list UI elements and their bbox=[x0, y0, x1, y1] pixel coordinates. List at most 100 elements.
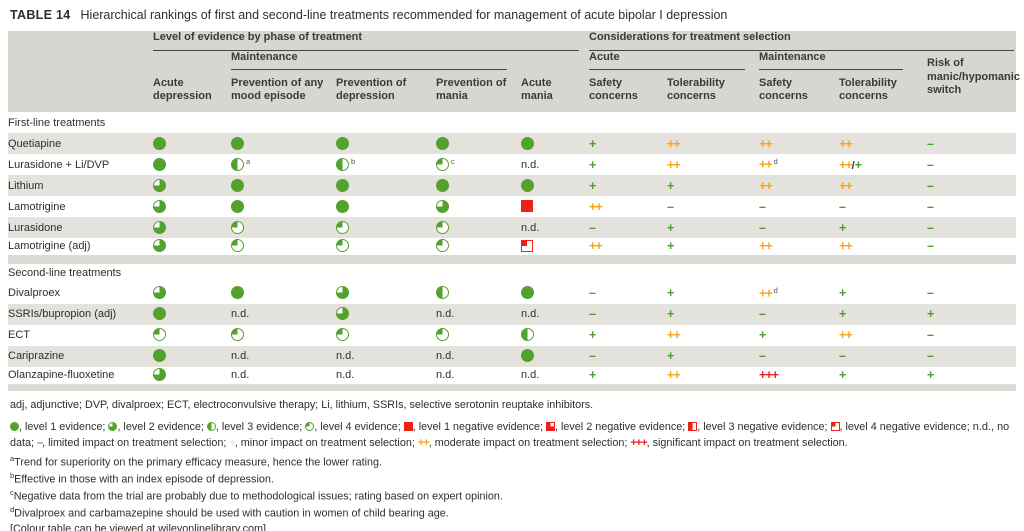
footnote-text: Divalproex and carbamazepine should be u… bbox=[14, 507, 449, 520]
legend-text: , no data; bbox=[10, 421, 1010, 449]
evidence-cell: n.d. bbox=[521, 303, 590, 325]
treatment-name: SSRIs/bupropion (adj) bbox=[8, 303, 153, 325]
consideration-cell: ++ bbox=[667, 367, 759, 388]
no-data-label: n.d. bbox=[231, 308, 250, 320]
no-data-label: n.d. bbox=[521, 308, 540, 320]
impact-symbol: – bbox=[589, 286, 596, 300]
evidence-cell bbox=[153, 283, 231, 304]
legend-text: , level 3 evidence; bbox=[215, 421, 306, 434]
evidence-cell bbox=[231, 217, 336, 238]
legend-text: , level 1 negative evidence; bbox=[412, 421, 546, 434]
consideration-cell: – bbox=[589, 303, 668, 325]
evidence-glyph-l1 bbox=[153, 136, 166, 150]
consideration-cell: ++ bbox=[667, 325, 759, 346]
impact-symbol: – bbox=[759, 220, 766, 235]
impact-symbol: + bbox=[589, 157, 596, 172]
evidence-glyph-l3 bbox=[206, 422, 216, 432]
evidence-cell bbox=[436, 133, 521, 154]
evidence-glyph-l2 bbox=[153, 239, 166, 253]
evidence-glyph-l1 bbox=[521, 178, 534, 192]
consideration-cell: +++ bbox=[759, 367, 839, 388]
impact-symbol: ++ bbox=[839, 136, 853, 151]
evidence-glyph-l1 bbox=[231, 178, 244, 192]
footnote-marker: c bbox=[451, 157, 455, 167]
evidence-glyph-l3 bbox=[231, 157, 244, 171]
impact-symbol: – bbox=[759, 307, 766, 321]
evidence-cell bbox=[336, 303, 436, 325]
impact-symbol: + bbox=[667, 286, 674, 300]
table-row: Lurasidone + Li/DVP a b c n.d. + ++ ++ d ++/+ – bbox=[8, 154, 1016, 175]
footnote-text: Effective in those with an index episode… bbox=[14, 473, 274, 486]
consideration-cell: + bbox=[667, 238, 759, 259]
footnotes: aTrend for superiority on the primary ef… bbox=[10, 454, 1016, 531]
evidence-glyph-l2 bbox=[153, 178, 166, 192]
evidence-cell bbox=[153, 217, 231, 238]
evidence-glyph-l4 bbox=[436, 328, 449, 341]
evidence-glyph-l4 bbox=[436, 220, 449, 234]
evidence-glyph-l2 bbox=[108, 422, 118, 432]
impact-symbol: ++ bbox=[667, 136, 681, 151]
evidence-glyph-l1 bbox=[336, 199, 349, 213]
consideration-cell: + bbox=[589, 133, 668, 154]
footnote-text: Negative data from the trial are probabl… bbox=[13, 490, 503, 503]
impact-symbol: + bbox=[229, 436, 236, 449]
consideration-cell: – bbox=[589, 283, 667, 304]
consideration-cell: – bbox=[927, 217, 1017, 238]
group-header-considerations: Considerations for treatment selection bbox=[589, 31, 1016, 51]
column-header-acute-depression: Acute depression bbox=[153, 76, 212, 103]
evidence-cell bbox=[436, 196, 521, 217]
consideration-cell: + bbox=[839, 283, 927, 304]
evidence-glyph-l2 bbox=[153, 286, 166, 299]
evidence-glyph-l4 bbox=[436, 239, 449, 253]
no-data-label: n.d. bbox=[972, 421, 992, 434]
consideration-cell: + bbox=[839, 367, 927, 388]
evidence-cell bbox=[521, 196, 589, 217]
table-row: Divalproex – + ++ d + – bbox=[8, 283, 1016, 304]
evidence-cell bbox=[436, 217, 521, 238]
evidence-cell bbox=[436, 238, 521, 259]
treatment-name: ECT bbox=[8, 329, 30, 341]
impact-symbol: + bbox=[839, 307, 846, 321]
treatment-name: Lurasidone bbox=[8, 217, 153, 238]
evidence-cell bbox=[231, 238, 336, 259]
consideration-cell: – bbox=[839, 345, 928, 367]
impact-symbol: ++ bbox=[839, 157, 853, 172]
column-header-prevention-depression: Prevention of depression bbox=[336, 76, 407, 103]
impact-symbol: ++ bbox=[759, 286, 773, 301]
impact-symbol: ++ bbox=[839, 178, 853, 193]
evidence-glyph-l1 bbox=[231, 199, 244, 213]
evidence-cell bbox=[336, 175, 436, 196]
table-row: Olanzapine-fluoxetine n.d. n.d. n.d. n.d. + ++… bbox=[8, 367, 1016, 388]
evidence-cell bbox=[153, 196, 231, 217]
consideration-cell: ++ bbox=[839, 238, 927, 259]
consideration-cell: ++ bbox=[589, 196, 667, 217]
footnote-marker: a bbox=[10, 453, 15, 463]
evidence-cell bbox=[231, 325, 336, 346]
impact-symbol: + bbox=[589, 136, 596, 151]
evidence-glyph-l1 bbox=[231, 286, 244, 299]
column-header-acute-mania: Acute mania bbox=[521, 76, 553, 103]
evidence-glyph-n1 bbox=[403, 422, 413, 432]
consideration-cell: ++ bbox=[839, 175, 928, 196]
evidence-glyph-l4 bbox=[305, 422, 315, 432]
evidence-glyph-l2 bbox=[153, 199, 166, 213]
impact-symbol: + bbox=[589, 328, 596, 342]
subgroup-maintenance-considerations: Maintenance bbox=[759, 51, 927, 70]
table-row: Lithium + + ++ ++ – bbox=[8, 175, 1017, 196]
table-row: Lamotrigine (adj) ++ + ++ ++ – bbox=[8, 238, 1016, 259]
consideration-cell: ++ bbox=[667, 133, 760, 154]
evidence-cell bbox=[336, 325, 436, 346]
treatment-name: Olanzapine-fluoxetine bbox=[8, 369, 115, 382]
evidence-cell bbox=[153, 133, 231, 154]
consideration-cell: – bbox=[927, 154, 1016, 175]
evidence-cell: n.d. bbox=[436, 303, 521, 325]
table-row: Cariprazine n.d. n.d. n.d. – + – – – bbox=[8, 345, 1017, 367]
evidence-glyph-n2 bbox=[546, 422, 555, 432]
table-number: TABLE 14 bbox=[10, 8, 71, 22]
evidence-cell bbox=[231, 175, 336, 196]
evidence-cell bbox=[436, 283, 521, 304]
consideration-cell: – bbox=[927, 133, 1017, 154]
evidence-glyph-l1 bbox=[521, 286, 534, 299]
column-header-tolerability-maintenance: Tolerability concerns bbox=[839, 76, 897, 103]
impact-symbol: – bbox=[927, 349, 934, 363]
